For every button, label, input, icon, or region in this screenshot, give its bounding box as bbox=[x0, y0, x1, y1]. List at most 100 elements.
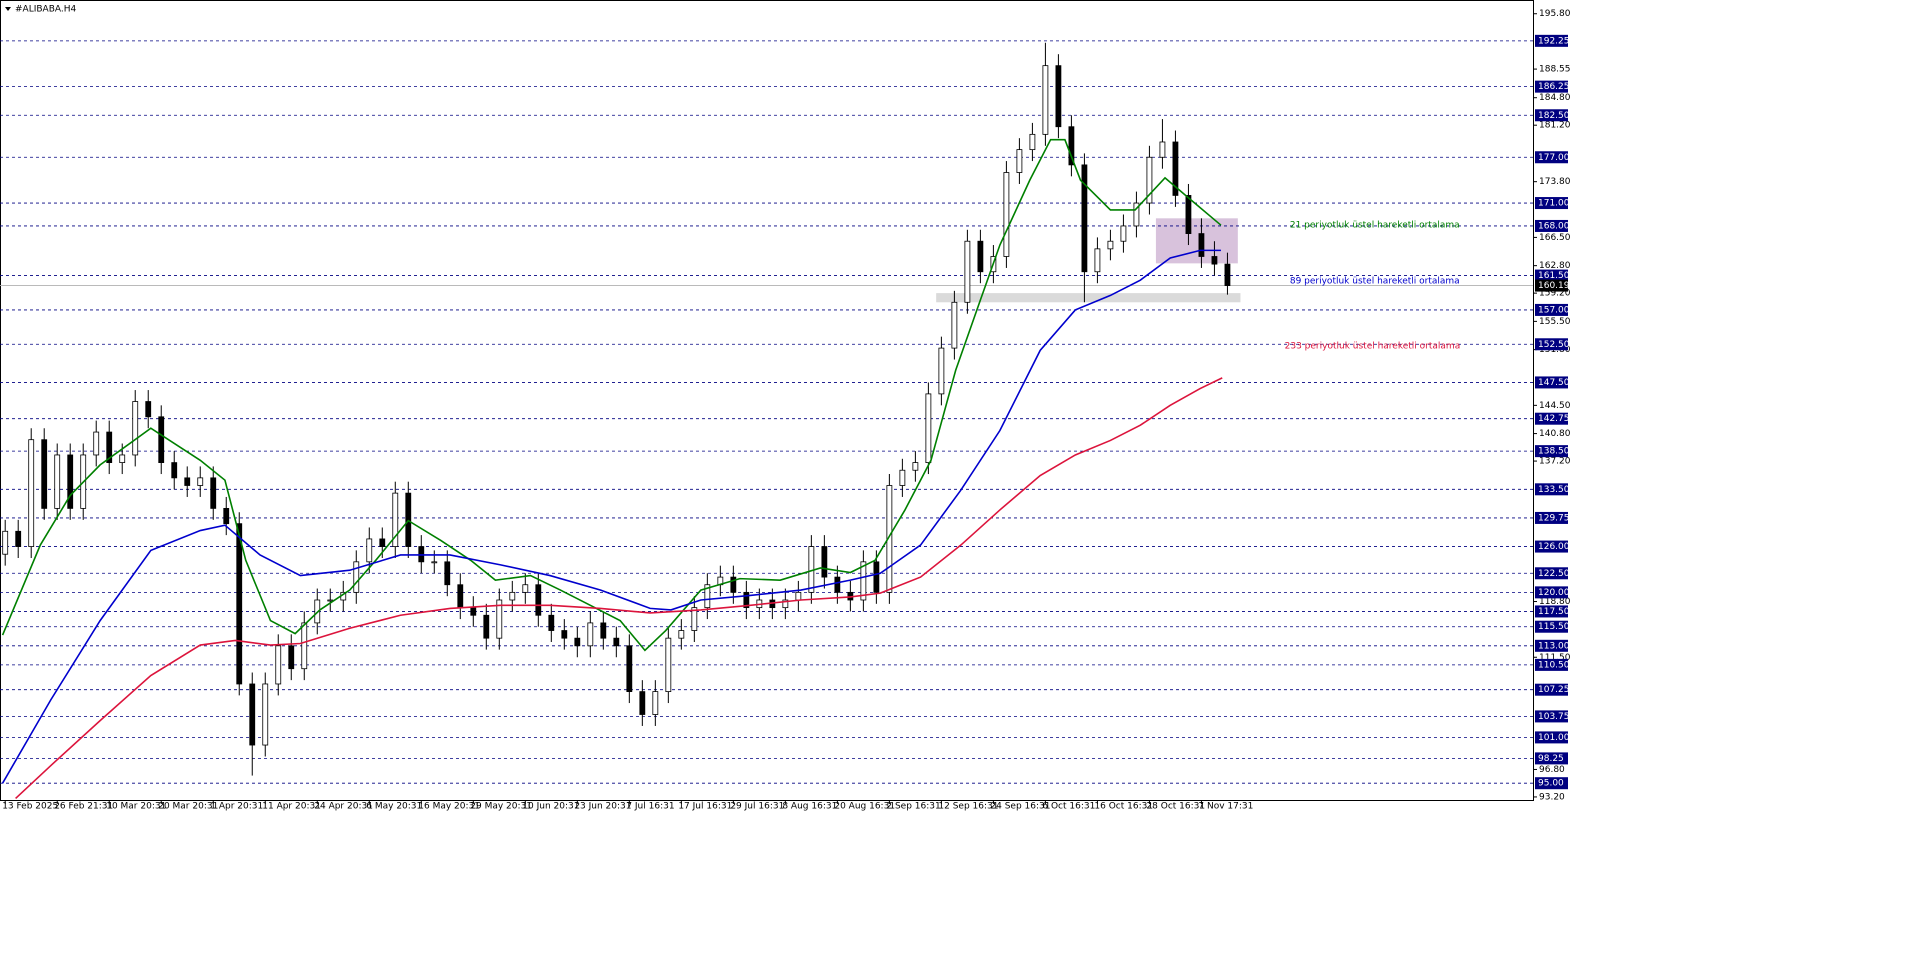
level-label-box bbox=[1535, 683, 1568, 696]
level-label-box bbox=[1535, 605, 1568, 618]
level-label-box bbox=[1535, 586, 1568, 599]
candle-body bbox=[119, 454, 126, 463]
candle-body bbox=[834, 576, 841, 593]
level-label: 122.50 bbox=[1538, 569, 1570, 579]
candle-body bbox=[1133, 202, 1140, 227]
level-label: 133.50 bbox=[1538, 485, 1570, 495]
candle-body bbox=[652, 691, 659, 715]
level-label-box bbox=[1535, 219, 1568, 232]
candle-body bbox=[184, 477, 191, 486]
level-label: 115.50 bbox=[1538, 622, 1570, 632]
level-label: 142.75 bbox=[1538, 414, 1570, 424]
level-label-box bbox=[1535, 338, 1568, 351]
candle-body bbox=[275, 645, 282, 685]
level-label: 157.00 bbox=[1538, 305, 1570, 315]
candle-body bbox=[691, 607, 698, 631]
level-label-box bbox=[1535, 710, 1568, 723]
candle-body bbox=[236, 523, 243, 685]
candle-body bbox=[1198, 233, 1205, 257]
candle-body bbox=[509, 591, 516, 601]
candle-body bbox=[548, 614, 555, 631]
level-label: 138.50 bbox=[1538, 447, 1570, 457]
level-label: 147.50 bbox=[1538, 378, 1570, 388]
y-tick-label: 188.55 bbox=[1539, 65, 1571, 75]
candle-body bbox=[197, 477, 204, 486]
x-tick-label: 24 Sep 16:31 bbox=[990, 802, 1050, 812]
candle-body bbox=[496, 599, 503, 639]
y-tick-label: 155.50 bbox=[1539, 317, 1571, 327]
y-tick-label: 93.20 bbox=[1539, 792, 1565, 802]
level-label-box bbox=[1535, 540, 1568, 553]
level-label-box bbox=[1535, 303, 1568, 316]
candle-body bbox=[639, 691, 646, 715]
annotation: 89 periyotluk üstel hareketli ortalama bbox=[1290, 276, 1460, 286]
x-tick-label: 7 Nov 17:31 bbox=[1198, 802, 1253, 812]
annotation: 233 periyotluk üstel hareketli ortalama bbox=[1285, 341, 1461, 351]
level-label-box bbox=[1535, 151, 1568, 164]
y-tick-label: 181.20 bbox=[1539, 121, 1571, 131]
level-label-box bbox=[1535, 731, 1568, 744]
candle-body bbox=[444, 561, 451, 586]
x-tick-label: 26 Feb 21:31 bbox=[54, 802, 113, 812]
y-tick-label: 118.80 bbox=[1539, 597, 1571, 607]
candle-body bbox=[28, 439, 35, 547]
candle-body bbox=[613, 637, 620, 647]
level-label-box bbox=[1535, 620, 1568, 633]
candle-body bbox=[977, 240, 984, 273]
menu-arrow bbox=[5, 7, 11, 11]
y-tick-label: 140.80 bbox=[1539, 429, 1571, 439]
y-tick-label: 96.80 bbox=[1539, 765, 1565, 775]
x-tick-label: 11 Apr 20:31 bbox=[262, 802, 321, 812]
level-label-box bbox=[1535, 445, 1568, 458]
level-label: 103.75 bbox=[1538, 712, 1570, 722]
x-tick-label: 20 Mar 20:31 bbox=[158, 802, 218, 812]
x-tick-label: 17 Jul 16:31 bbox=[678, 802, 732, 812]
level-label-box bbox=[1535, 658, 1568, 671]
zone bbox=[936, 293, 1241, 303]
candle-body bbox=[223, 507, 230, 525]
x-tick-label: 29 Jul 16:31 bbox=[730, 802, 784, 812]
candle-body bbox=[730, 576, 737, 593]
candle-body bbox=[379, 538, 386, 547]
level-label-box bbox=[1535, 483, 1568, 496]
candle-body bbox=[964, 240, 971, 303]
plot-frame bbox=[0, 0, 1534, 801]
candle-body bbox=[457, 584, 464, 609]
level-label: 152.50 bbox=[1538, 340, 1570, 350]
candle-body bbox=[535, 584, 542, 616]
candle-body bbox=[1224, 263, 1231, 286]
level-label: 113.00 bbox=[1538, 641, 1570, 651]
candle-body bbox=[483, 614, 490, 639]
candle-body bbox=[1146, 156, 1153, 204]
candle-body bbox=[1081, 164, 1088, 273]
level-label: 192.25 bbox=[1538, 36, 1570, 46]
candle-body bbox=[1185, 195, 1192, 234]
level-label-box bbox=[1535, 639, 1568, 652]
level-label-box bbox=[1535, 80, 1568, 93]
x-tick-label: 12 Sep 16:31 bbox=[938, 802, 998, 812]
level-label: 129.75 bbox=[1538, 513, 1570, 523]
candle-body bbox=[1029, 133, 1036, 151]
candle-body bbox=[1211, 256, 1218, 265]
candle-body bbox=[600, 622, 607, 639]
candle-body bbox=[678, 630, 685, 639]
candle-body bbox=[795, 591, 802, 601]
level-label-box bbox=[1535, 197, 1568, 210]
candle-body bbox=[704, 584, 711, 609]
candle-body bbox=[67, 454, 74, 509]
level-label: 171.00 bbox=[1538, 199, 1570, 209]
candle-body bbox=[262, 683, 269, 746]
candle-body bbox=[2, 530, 9, 555]
level-label-box bbox=[1535, 269, 1568, 282]
level-label: 95.00 bbox=[1538, 779, 1564, 789]
x-tick-label: 10 Jun 20:31 bbox=[522, 802, 579, 812]
candle-body bbox=[522, 584, 529, 593]
level-label-box bbox=[1535, 109, 1568, 122]
x-tick-label: 10 Mar 20:31 bbox=[106, 802, 166, 812]
candle-body bbox=[93, 431, 100, 456]
candle-body bbox=[743, 591, 750, 609]
level-label-box bbox=[1535, 34, 1568, 47]
x-tick-label: 29 May 20:31 bbox=[470, 802, 532, 812]
level-label-box bbox=[1535, 567, 1568, 580]
